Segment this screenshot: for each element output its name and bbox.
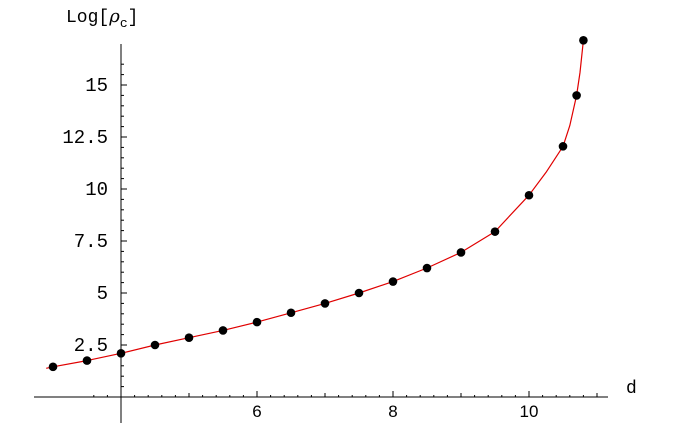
y-axis-title-symbol: ρ: [108, 6, 120, 27]
data-point: [456, 248, 466, 257]
data-point: [150, 340, 160, 350]
y-tick-label: 5: [97, 283, 108, 305]
data-point: [422, 263, 432, 273]
data-point: [218, 326, 228, 335]
fitted-curve: [46, 38, 585, 369]
data-point: [48, 362, 58, 372]
axes: 6 8 10 2.5 5 7.5 10 12.5 15: [34, 44, 608, 423]
y-axis-title: Log[ρc]: [66, 6, 138, 31]
y-tick-label: 10: [85, 179, 108, 201]
x-tick-label: 8: [388, 402, 397, 421]
x-tick-label: 10: [520, 402, 539, 421]
data-point: [184, 333, 194, 343]
data-point: [558, 142, 568, 151]
data-point: [286, 308, 296, 318]
data-point: [388, 277, 398, 286]
y-tick-label: 15: [85, 75, 108, 97]
data-point: [320, 299, 330, 308]
fitted-curve-layer: [46, 38, 585, 369]
data-point: [579, 35, 588, 45]
y-axis-title-subscript: c: [120, 16, 128, 31]
y-tick-label: 2.5: [74, 335, 108, 357]
data-point: [116, 349, 126, 358]
data-point: [490, 227, 500, 236]
y-axis-title-prefix: Log[: [66, 8, 109, 28]
y-tick-label: 12.5: [62, 127, 108, 149]
data-point: [252, 317, 262, 327]
data-point: [524, 190, 534, 200]
y-tick-label: 7.5: [74, 231, 108, 253]
data-point: [354, 288, 364, 298]
x-axis-title: d: [626, 379, 637, 399]
data-point: [572, 91, 581, 100]
y-axis-title-suffix: ]: [128, 8, 139, 28]
data-point: [82, 356, 92, 365]
data-points-layer: [48, 35, 588, 372]
axis-labels: Log[ρc] d: [66, 6, 637, 399]
x-tick-label: 6: [252, 402, 261, 421]
